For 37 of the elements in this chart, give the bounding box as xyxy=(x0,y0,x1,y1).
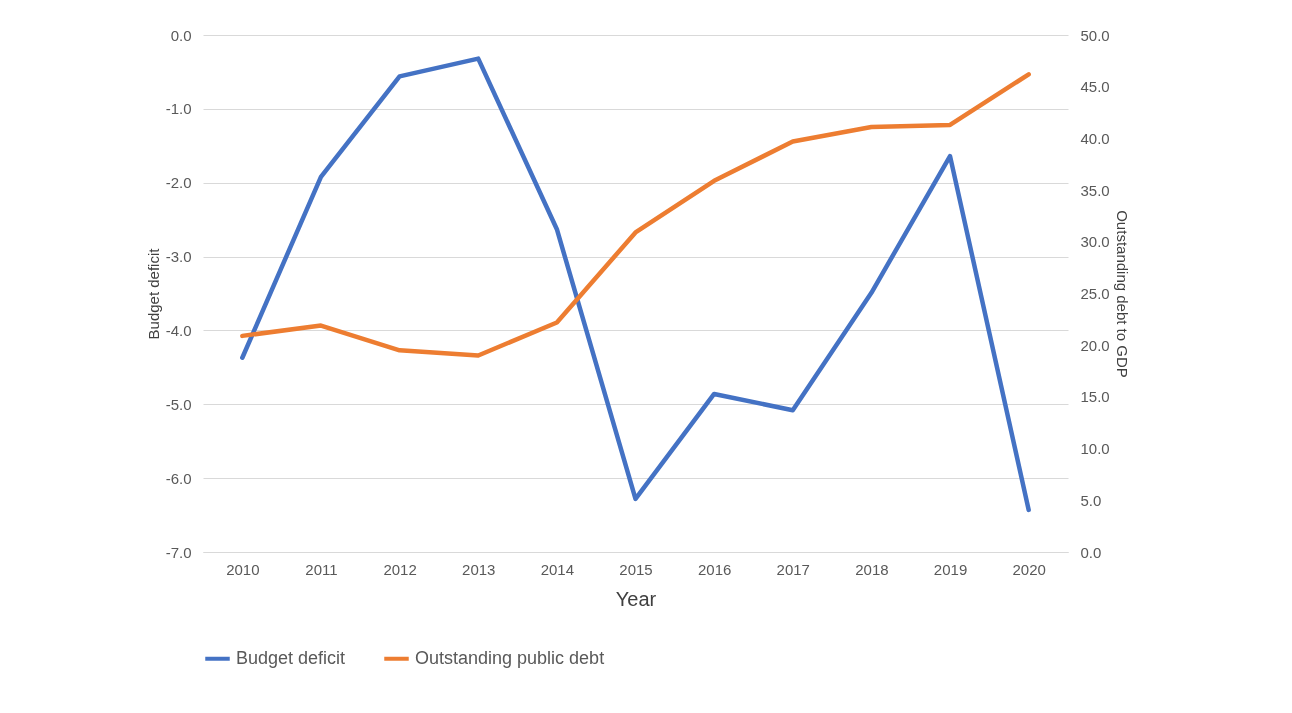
x-tick-label: 2017 xyxy=(776,560,810,578)
x-axis-title: Year xyxy=(615,587,657,610)
y2-tick-label: 35.0 xyxy=(1080,181,1110,199)
x-tick-label: 2015 xyxy=(619,560,653,578)
y2-tick-label: 15.0 xyxy=(1080,388,1110,406)
x-tick-label: 2018 xyxy=(855,560,889,578)
y2-tick-label: 0.0 xyxy=(1080,543,1102,561)
x-tick-label: 2012 xyxy=(383,560,417,578)
y2-tick-label: 50.0 xyxy=(1080,26,1110,44)
y2-tick-label: 25.0 xyxy=(1080,285,1110,302)
x-tick-label: 2011 xyxy=(305,560,338,578)
y2-tick-label: 45.0 xyxy=(1080,78,1110,96)
y-tick-label: -4.0 xyxy=(165,321,192,339)
legend-label: Outstanding public debt xyxy=(415,647,605,668)
y-tick-label: 0.0 xyxy=(170,26,192,44)
x-tick-label: 2020 xyxy=(1012,560,1046,578)
legend-label: Budget deficit xyxy=(236,647,346,668)
line-series xyxy=(240,56,1031,513)
x-tick-label: 2013 xyxy=(462,560,496,578)
y2-tick-label: 20.0 xyxy=(1080,336,1110,354)
x-tick-label: 2016 xyxy=(697,560,732,578)
y2-axis-title: Outstanding debt to GDP xyxy=(1113,210,1131,378)
y2-tick-label: 5.0 xyxy=(1080,491,1102,509)
y-axis-title: Budget deficit xyxy=(144,247,162,340)
x-tick-label: 2019 xyxy=(933,560,968,578)
y-tick-label: -5.0 xyxy=(165,395,192,413)
y-tick-label: -7.0 xyxy=(165,543,192,561)
y-tick-label: -1.0 xyxy=(165,100,192,118)
y-tick-label: -2.0 xyxy=(165,174,192,192)
y2-tick-label: 10.0 xyxy=(1080,440,1110,458)
x-tick-label: 2010 xyxy=(226,560,260,578)
y2-tick-label: 30.0 xyxy=(1080,233,1110,251)
x-tick-label: 2014 xyxy=(540,560,575,578)
y2-tick-label: 40.0 xyxy=(1080,129,1110,147)
y-tick-label: -3.0 xyxy=(165,248,192,266)
y-tick-label: -6.0 xyxy=(165,469,192,487)
line-series xyxy=(240,72,1031,358)
